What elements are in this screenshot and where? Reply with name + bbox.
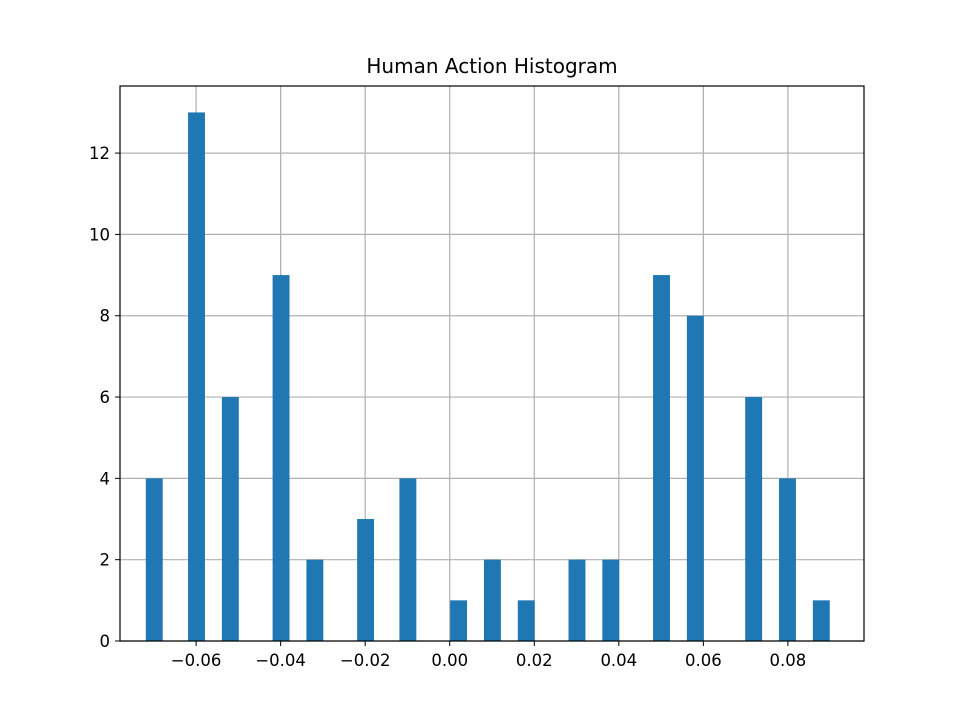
x-tick-label: −0.06 [171, 651, 222, 670]
histogram-bar [602, 559, 620, 641]
histogram-bar [221, 397, 239, 641]
histogram-bar [653, 275, 670, 641]
y-tick-label: 0 [100, 632, 111, 651]
histogram-bar [306, 559, 324, 641]
histogram-bar [272, 275, 290, 641]
histogram-bar [450, 600, 468, 641]
histogram-bar [357, 519, 375, 641]
histogram-bar [188, 112, 205, 641]
y-axis-ticks: 0 2 4 6 8 10 12 [89, 144, 120, 651]
y-tick-label: 6 [100, 388, 111, 407]
x-tick-label: 0.02 [516, 651, 553, 670]
histogram-bar [145, 478, 163, 641]
histogram-bar [812, 600, 830, 641]
x-tick-label: 0.04 [600, 651, 637, 670]
y-tick-label: 12 [89, 144, 110, 163]
chart-title: Human Action Histogram [366, 54, 617, 78]
y-tick-label: 2 [100, 551, 111, 570]
x-axis-ticks: −0.06 −0.04 −0.02 0.00 0.02 0.04 0.06 0.08 [171, 641, 806, 670]
x-tick-label: −0.02 [340, 651, 391, 670]
x-tick-label: 0.06 [685, 651, 722, 670]
histogram-bar [745, 397, 763, 641]
histogram-bar [399, 478, 417, 641]
x-tick-label: 0.00 [431, 651, 468, 670]
histogram-bar [779, 478, 796, 641]
plot-frame [119, 85, 865, 642]
x-tick-label: −0.04 [255, 651, 306, 670]
histogram-bar [483, 559, 501, 641]
histogram-bar [568, 559, 586, 641]
y-tick-label: 8 [100, 307, 111, 326]
x-tick-label: 0.08 [770, 651, 807, 670]
histogram-bar [686, 315, 704, 641]
bars [145, 112, 830, 641]
grid-lines [120, 86, 864, 642]
y-tick-label: 10 [89, 225, 110, 244]
y-tick-label: 4 [100, 469, 111, 488]
histogram-bar [517, 600, 535, 641]
